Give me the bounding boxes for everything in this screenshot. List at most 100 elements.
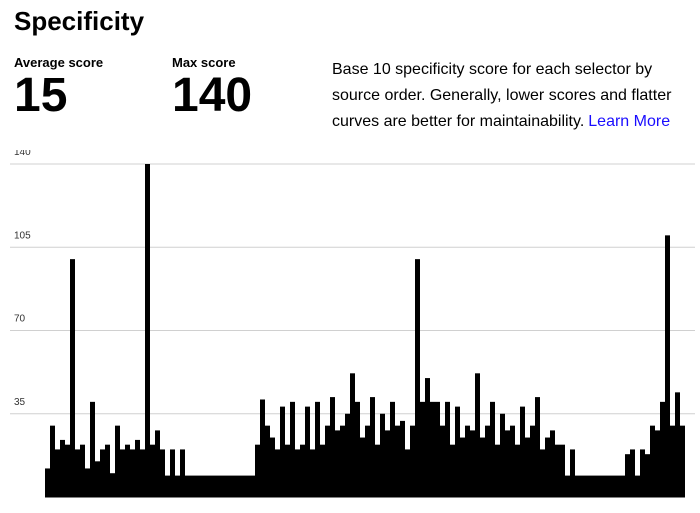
stat: Average score 15: [14, 55, 103, 120]
bar: [400, 420, 405, 497]
bar: [370, 397, 375, 497]
bar: [255, 444, 260, 497]
learn-more-link[interactable]: Learn More: [588, 113, 671, 130]
bar: [395, 425, 400, 497]
bar: [320, 444, 325, 497]
bar: [250, 475, 255, 497]
bar: [480, 437, 485, 497]
bar: [300, 444, 305, 497]
page-title: Specificity: [14, 6, 145, 36]
bar: [520, 406, 525, 497]
bar: [420, 401, 425, 497]
bar: [120, 449, 125, 497]
bar: [80, 444, 85, 497]
bar: [140, 449, 145, 497]
bar: [380, 413, 385, 497]
bar: [330, 397, 335, 497]
stat-value: 140: [172, 69, 253, 122]
bar: [645, 454, 650, 497]
bar: [595, 475, 600, 497]
bar: [410, 425, 415, 497]
bar: [325, 425, 330, 497]
bar: [155, 430, 160, 497]
bar: [225, 475, 230, 497]
bar: [185, 475, 190, 497]
stat: Max score 140: [172, 55, 252, 120]
bar: [455, 406, 460, 497]
bar: [665, 235, 670, 497]
bar: [390, 401, 395, 497]
bar: [360, 437, 365, 497]
bar: [285, 444, 290, 497]
bar: [655, 430, 660, 497]
stat-value: 15: [14, 69, 68, 122]
bar: [545, 437, 550, 497]
bar: [505, 430, 510, 497]
bar: [375, 444, 380, 497]
bar: [485, 425, 490, 497]
bar: [675, 392, 680, 497]
bar: [575, 475, 580, 497]
bar: [130, 449, 135, 497]
bar: [640, 449, 645, 497]
bar: [210, 475, 215, 497]
bar: [615, 475, 620, 497]
bar: [470, 430, 475, 497]
bar: [45, 468, 50, 497]
bar: [190, 475, 195, 497]
bar: [310, 449, 315, 497]
bar: [465, 425, 470, 497]
bar: [630, 449, 635, 497]
bar: [580, 475, 585, 497]
y-tick-label: 105: [14, 230, 31, 241]
bar: [90, 401, 95, 497]
bar: [415, 259, 420, 497]
bar: [565, 475, 570, 497]
bar: [650, 425, 655, 497]
bar: [510, 425, 515, 497]
bar: [620, 475, 625, 497]
bar: [220, 475, 225, 497]
bar: [460, 437, 465, 497]
bar: [260, 399, 265, 497]
bar: [160, 449, 165, 497]
bar: [235, 475, 240, 497]
bar: [275, 449, 280, 497]
bar: [85, 468, 90, 497]
bar: [405, 449, 410, 497]
bar: [500, 413, 505, 497]
bar: [70, 259, 75, 497]
bar: [180, 449, 185, 497]
description: Base 10 specificity score for each selec…: [332, 57, 692, 135]
bar: [100, 449, 105, 497]
chart: 35 70 105 140: [10, 150, 695, 498]
bar: [60, 439, 65, 497]
bar: [610, 475, 615, 497]
bar: [365, 425, 370, 497]
bar: [550, 430, 555, 497]
bar: [245, 475, 250, 497]
bar: [440, 425, 445, 497]
bar: [150, 444, 155, 497]
bar: [165, 475, 170, 497]
bar: [315, 401, 320, 497]
bar: [50, 425, 55, 497]
bar: [385, 430, 390, 497]
bar: [75, 449, 80, 497]
bar: [425, 378, 430, 497]
bar: [65, 444, 70, 497]
bar: [350, 373, 355, 497]
y-tick-label: 70: [14, 314, 26, 325]
bar: [280, 406, 285, 497]
bar: [445, 401, 450, 497]
bar: [95, 461, 100, 497]
bar: [110, 473, 115, 497]
description-text: Base 10 specificity score for each selec…: [332, 61, 672, 130]
bar: [195, 475, 200, 497]
bar: [515, 444, 520, 497]
bar: [660, 401, 665, 497]
bar: [495, 444, 500, 497]
bar: [585, 475, 590, 497]
bar: [570, 449, 575, 497]
bar: [125, 444, 130, 497]
